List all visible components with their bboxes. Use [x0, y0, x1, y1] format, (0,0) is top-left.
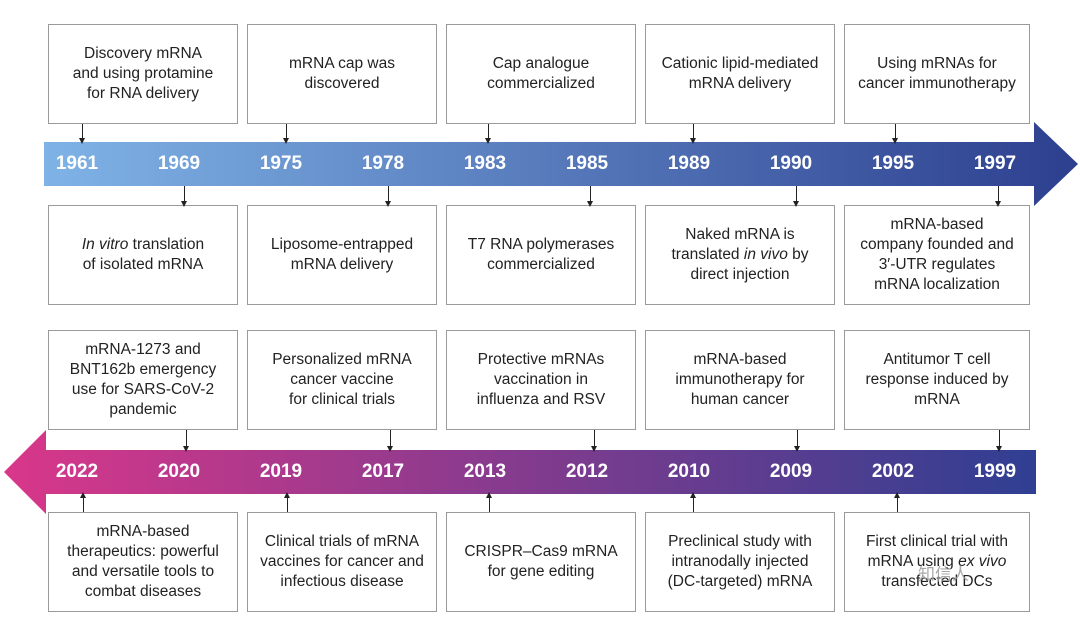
year-label: 1985 — [565, 153, 609, 174]
year-label: 1961 — [55, 153, 99, 174]
year-label: 2012 — [565, 461, 609, 482]
event-box: Antitumor T cell response induced by mRN… — [844, 330, 1030, 430]
year-label: 1969 — [157, 153, 201, 174]
connector-arrow — [894, 492, 900, 512]
event-box: Preclinical study with intranodally inje… — [645, 512, 835, 612]
connector-arrow — [996, 430, 1002, 452]
timeline-arrow-forward — [44, 122, 1078, 206]
event-box: CRISPR–Cas9 mRNA for gene editing — [446, 512, 636, 612]
event-box: mRNA cap was discovered — [247, 24, 437, 124]
event-box: Personalized mRNA cancer vaccine for cli… — [247, 330, 437, 430]
year-label: 1989 — [667, 153, 711, 174]
connector-arrow — [995, 186, 1001, 207]
event-box: Clinical trials of mRNA vaccines for can… — [247, 512, 437, 612]
event-box: mRNA-based company founded and 3′-UTR re… — [844, 205, 1030, 305]
year-label: 2022 — [55, 461, 99, 482]
connector-arrow — [591, 430, 597, 452]
year-label: 2019 — [259, 461, 303, 482]
connector-arrow — [690, 124, 696, 144]
connector-arrow — [284, 492, 290, 512]
connector-arrow — [79, 124, 85, 144]
year-label: 2013 — [463, 461, 507, 482]
connector-arrow — [181, 186, 187, 207]
event-box: Cationic lipid-mediated mRNA delivery — [645, 24, 835, 124]
connector-arrow — [80, 492, 86, 512]
year-label: 2009 — [769, 461, 813, 482]
connector-arrow — [690, 492, 696, 512]
event-box: mRNA-based therapeutics: powerful and ve… — [48, 512, 238, 612]
connector-arrow — [183, 430, 189, 452]
event-box: Naked mRNA is translated in vivo by direct… — [645, 205, 835, 305]
year-label: 1978 — [361, 153, 405, 174]
event-box: First clinical trial with mRNA using ex v… — [844, 512, 1030, 612]
connector-arrow — [892, 124, 898, 144]
year-label: 1995 — [871, 153, 915, 174]
event-box: mRNA-1273 and BNT162b emergency use for … — [48, 330, 238, 430]
year-label: 1975 — [259, 153, 303, 174]
event-box: Liposome-entrapped mRNA delivery — [247, 205, 437, 305]
event-box: In vitro translation of isolated mRNA — [48, 205, 238, 305]
event-box: Protective mRNAs vaccination in influenz… — [446, 330, 636, 430]
year-label: 2010 — [667, 461, 711, 482]
connector-arrow — [486, 492, 492, 512]
event-box: Cap analogue commercialized — [446, 24, 636, 124]
year-label: 1997 — [973, 153, 1017, 174]
year-label: 2017 — [361, 461, 405, 482]
year-label: 2002 — [871, 461, 915, 482]
year-label: 1999 — [973, 461, 1017, 482]
event-box: mRNA-based immunotherapy for human cance… — [645, 330, 835, 430]
italic-term: In vitro — [81, 236, 129, 253]
connector-arrow — [283, 124, 289, 144]
connector-arrow — [794, 430, 800, 452]
year-label: 1983 — [463, 153, 507, 174]
event-box: Discovery mRNA and using protamine for R… — [48, 24, 238, 124]
event-box: Using mRNAs for cancer immunotherapy — [844, 24, 1030, 124]
connector-arrow — [387, 430, 393, 452]
connector-arrow — [385, 186, 391, 207]
connector-arrow — [793, 186, 799, 207]
year-label: 1990 — [769, 153, 813, 174]
italic-term: ex vivo — [958, 553, 1007, 570]
italic-term: in vivo — [743, 246, 788, 263]
event-box: T7 RNA polymerases commercialized — [446, 205, 636, 305]
watermark: 知信人 — [918, 565, 969, 584]
connector-arrow — [587, 186, 593, 207]
year-label: 2020 — [157, 461, 201, 482]
timeline-arrow-backward — [4, 430, 1036, 514]
connector-arrow — [485, 124, 491, 144]
